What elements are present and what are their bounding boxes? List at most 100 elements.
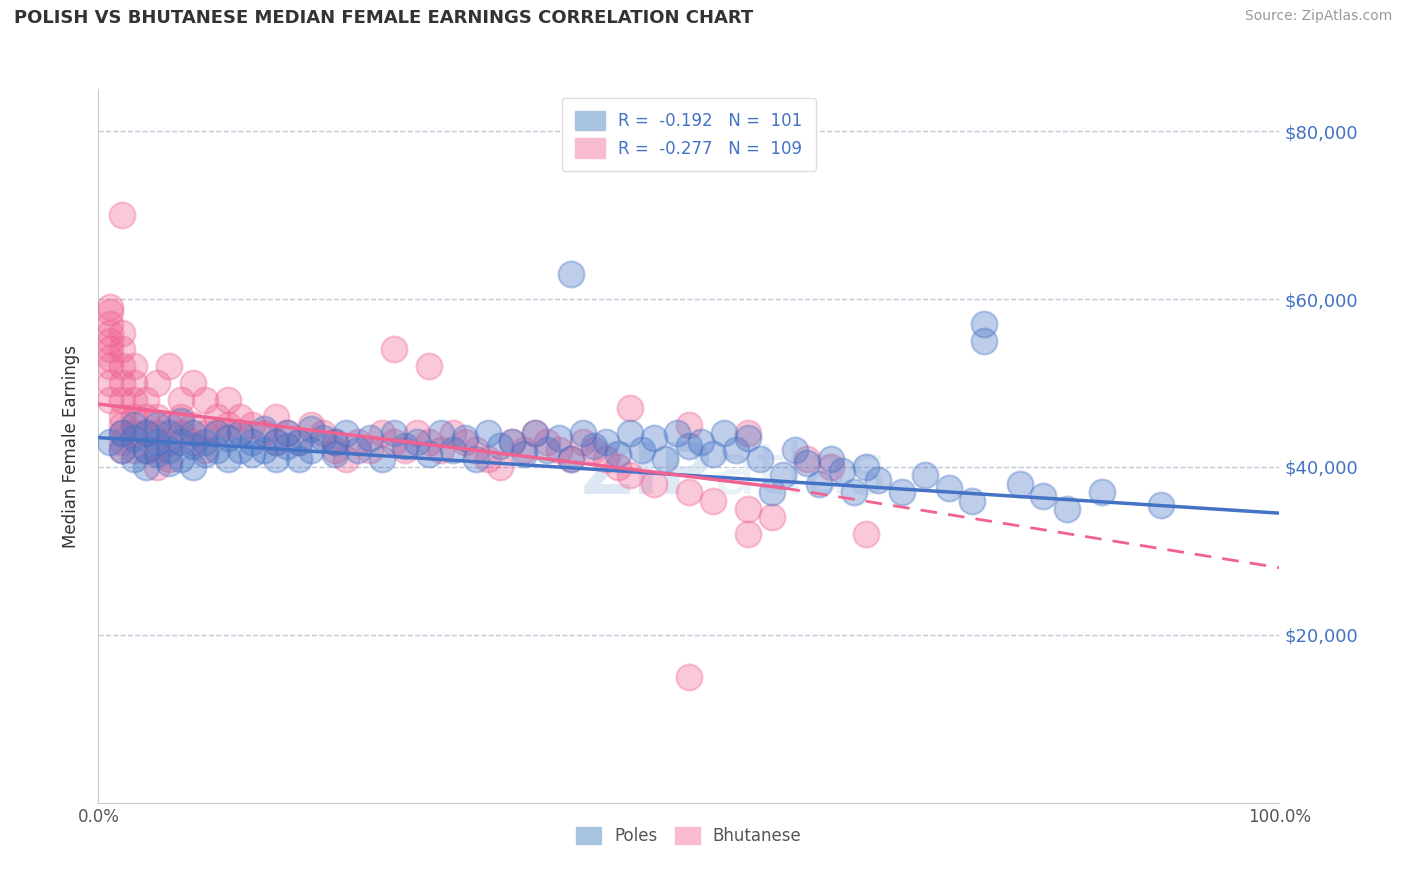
Point xyxy=(785,443,807,458)
Point xyxy=(737,426,759,441)
Point xyxy=(501,434,523,449)
Point xyxy=(98,318,121,332)
Point xyxy=(229,443,252,458)
Point xyxy=(111,417,134,432)
Point xyxy=(111,376,134,390)
Point xyxy=(643,476,665,491)
Point xyxy=(229,426,252,441)
Point xyxy=(335,451,357,466)
Point xyxy=(536,434,558,449)
Point xyxy=(98,434,121,449)
Point xyxy=(111,409,134,424)
Point xyxy=(761,485,783,500)
Point xyxy=(737,502,759,516)
Point xyxy=(619,401,641,416)
Point xyxy=(312,431,335,445)
Point xyxy=(240,434,263,449)
Point xyxy=(299,422,322,436)
Point xyxy=(560,267,582,281)
Point xyxy=(1032,489,1054,503)
Point xyxy=(157,434,180,449)
Point xyxy=(619,468,641,483)
Point xyxy=(583,443,606,458)
Point xyxy=(382,426,405,441)
Point xyxy=(111,426,134,441)
Point xyxy=(276,426,298,441)
Point xyxy=(240,417,263,432)
Point xyxy=(217,417,239,432)
Point xyxy=(536,443,558,458)
Point xyxy=(335,426,357,441)
Point xyxy=(205,426,228,441)
Point xyxy=(347,434,370,449)
Point xyxy=(406,426,429,441)
Point xyxy=(477,426,499,441)
Point xyxy=(276,439,298,453)
Point xyxy=(394,443,416,458)
Point xyxy=(181,417,204,432)
Point xyxy=(323,434,346,449)
Text: Source: ZipAtlas.com: Source: ZipAtlas.com xyxy=(1244,9,1392,23)
Point xyxy=(962,493,984,508)
Point xyxy=(194,447,217,461)
Point xyxy=(654,451,676,466)
Point xyxy=(453,431,475,445)
Point xyxy=(796,456,818,470)
Point xyxy=(820,451,842,466)
Point xyxy=(122,359,145,374)
Point xyxy=(229,409,252,424)
Point xyxy=(1150,498,1173,512)
Point xyxy=(122,431,145,445)
Point xyxy=(157,443,180,458)
Point xyxy=(371,451,394,466)
Point xyxy=(135,426,157,441)
Point xyxy=(146,443,169,458)
Point xyxy=(512,447,534,461)
Point xyxy=(135,409,157,424)
Point xyxy=(441,443,464,458)
Text: atlas: atlas xyxy=(713,440,887,509)
Text: ZIP: ZIP xyxy=(581,440,713,509)
Y-axis label: Median Female Earnings: Median Female Earnings xyxy=(62,344,80,548)
Point xyxy=(772,468,794,483)
Point xyxy=(619,426,641,441)
Point xyxy=(678,439,700,453)
Point xyxy=(359,431,381,445)
Point xyxy=(240,447,263,461)
Point xyxy=(122,392,145,407)
Point xyxy=(181,460,204,475)
Point xyxy=(914,468,936,483)
Point xyxy=(973,334,995,348)
Point xyxy=(135,460,157,475)
Point xyxy=(359,443,381,458)
Point xyxy=(595,434,617,449)
Point xyxy=(725,443,748,458)
Point xyxy=(430,426,453,441)
Point xyxy=(524,426,547,441)
Point xyxy=(170,434,193,449)
Point xyxy=(477,451,499,466)
Point xyxy=(194,434,217,449)
Point xyxy=(288,434,311,449)
Point xyxy=(702,447,724,461)
Point xyxy=(548,431,571,445)
Point xyxy=(111,443,134,458)
Point xyxy=(205,409,228,424)
Point xyxy=(111,443,134,458)
Point xyxy=(312,426,335,441)
Point xyxy=(264,434,287,449)
Point xyxy=(229,426,252,441)
Point xyxy=(217,392,239,407)
Point xyxy=(135,443,157,458)
Point xyxy=(382,343,405,357)
Point xyxy=(761,510,783,524)
Point xyxy=(111,208,134,222)
Point xyxy=(157,417,180,432)
Point xyxy=(1091,485,1114,500)
Point xyxy=(146,376,169,390)
Point xyxy=(276,426,298,441)
Point xyxy=(666,426,689,441)
Point xyxy=(430,443,453,458)
Point xyxy=(689,434,711,449)
Point xyxy=(571,434,593,449)
